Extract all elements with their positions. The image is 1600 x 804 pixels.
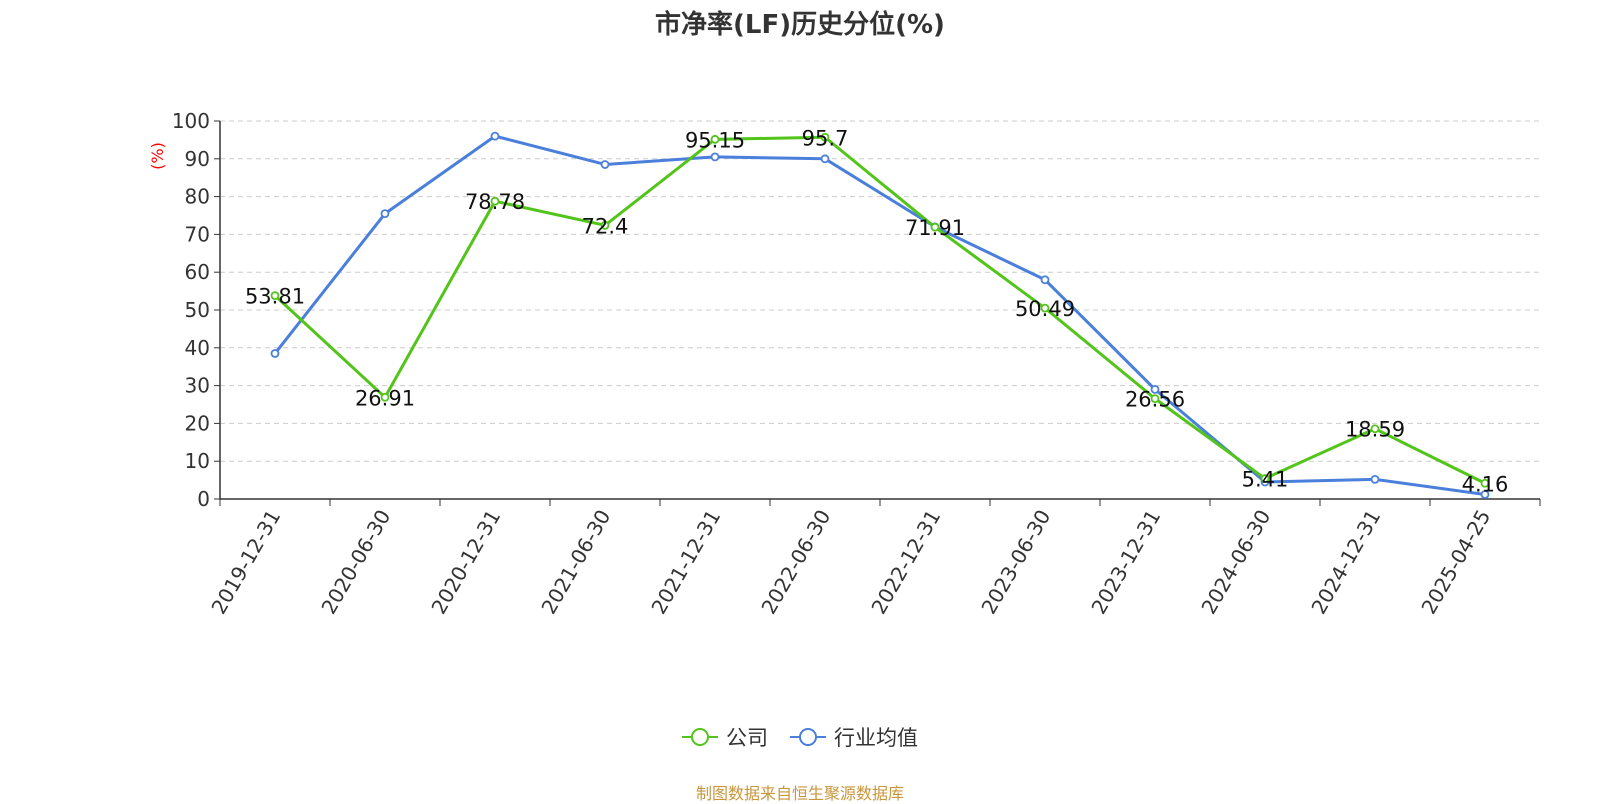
y-tick-label: 0 (197, 487, 210, 511)
data-point-company (710, 134, 720, 144)
data-label: 26.91 (355, 386, 415, 410)
y-tick-label: 20 (185, 411, 210, 435)
y-tick-label: 90 (185, 147, 210, 171)
data-point-industry-average (600, 160, 610, 169)
x-tick-label: 2024-06-30 (1196, 506, 1275, 619)
data-point-industry-average (1370, 474, 1380, 484)
axes: 0 10 20 30 40 50 60 70 80 90 100 (%) 2019-12-31 2020-… (148, 109, 1541, 619)
data-label: 5.41 (1242, 468, 1289, 492)
data-point-industry-average (1040, 275, 1050, 285)
x-tick-label: 2024-12-31 (1306, 506, 1385, 619)
x-tick-label: 2019-12-31 (206, 506, 285, 619)
x-tick-label: 2021-12-31 (646, 506, 725, 619)
data-label: 95.15 (685, 128, 745, 152)
y-tick-label: 40 (185, 336, 210, 360)
legend-item-industry-average[interactable]: 行业均值 (790, 722, 918, 752)
legend-item-company[interactable]: 公司 (682, 722, 768, 752)
chart-title: 市净率(LF)历史分位(%) (655, 10, 945, 40)
y-tick-label: 100 (172, 109, 210, 133)
data-point-company (380, 392, 390, 402)
x-tick-label: 2022-12-31 (866, 506, 945, 619)
y-tick-label: 50 (185, 298, 210, 322)
data-label: 78.78 (465, 190, 525, 214)
grid-lines (220, 120, 1540, 462)
data-point-industry-average (490, 131, 500, 141)
data-point-company (600, 220, 610, 230)
x-tick-label: 2025-04-25 (1416, 506, 1495, 619)
y-tick-label: 80 (185, 185, 210, 209)
y-tick-label: 60 (185, 260, 210, 284)
data-point-industry-average (380, 209, 390, 219)
line-chart: 0 10 20 30 40 50 60 70 80 90 100 (%) 2019-12-31 2020-… (148, 109, 1541, 619)
data-point-company (930, 222, 940, 232)
data-point-industry-average (1150, 384, 1160, 394)
data-point-company (1260, 474, 1270, 483)
x-tick-label: 2020-06-30 (316, 506, 395, 619)
x-tick-label: 2023-06-30 (976, 506, 1055, 619)
y-tick-label: 70 (185, 222, 210, 246)
data-point-company (1480, 478, 1490, 488)
x-tick-label: 2022-06-30 (756, 506, 835, 619)
data-label: 4.16 (1462, 472, 1509, 496)
data-point-company (1040, 303, 1050, 313)
legend-label-company: 公司 (726, 726, 768, 750)
data-point-company (820, 132, 830, 142)
legend-label-industry-average: 行业均值 (834, 726, 918, 750)
data-label: 72.4 (582, 214, 629, 238)
data-label: 71.91 (905, 216, 965, 240)
data-point-industry-average (1480, 490, 1490, 499)
data-label: 26.56 (1125, 388, 1185, 412)
data-point-industry-average (820, 154, 830, 164)
data-point-industry-average (710, 152, 720, 162)
data-point-company (490, 196, 500, 206)
data-label: 95.7 (802, 126, 849, 150)
y-tick-label: 10 (185, 449, 210, 473)
data-point-company (270, 291, 280, 300)
data-point-company (1370, 424, 1380, 434)
x-tick-label: 2020-12-31 (426, 506, 505, 619)
series-lines (270, 131, 1490, 499)
legend-line-circle-icon (682, 728, 718, 746)
data-source-note: 制图数据来自恒生聚源数据库 (695, 784, 904, 803)
x-tick-label: 2023-12-31 (1086, 506, 1165, 619)
data-label: 53.81 (245, 285, 305, 309)
data-labels: 53.81 26.91 78.78 72.4 95.15 95.7 71.91 50.49 26… (245, 126, 1508, 496)
data-point-industry-average (270, 349, 280, 358)
series-line-industry-average (273, 134, 1486, 496)
legend: 公司 行业均值 (0, 722, 1600, 752)
y-tick-label: 30 (185, 374, 210, 398)
data-point-company (1150, 394, 1160, 404)
y-axis-label: (%) (148, 142, 167, 170)
data-label: 18.59 (1345, 418, 1405, 442)
x-tick-label: 2021-06-30 (536, 506, 615, 619)
legend-line-circle-icon (790, 728, 826, 746)
series-line-company (273, 135, 1486, 485)
data-label: 50.49 (1015, 297, 1075, 321)
